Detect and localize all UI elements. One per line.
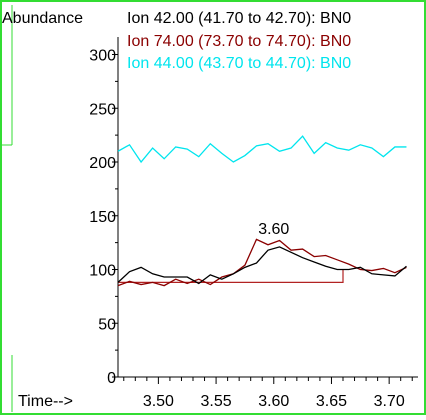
peak-label: 3.60	[258, 221, 289, 238]
x-tick-label-1: 3.55	[201, 393, 232, 410]
legend-entry-2: Ion 44.00 (43.70 to 44.70): BN0	[127, 55, 351, 72]
y-tick-label-0: 0	[107, 370, 116, 387]
axes-group: 0 50 100 150 200 250 300 3.50 3.55 3.60 3.65 3.70	[89, 37, 418, 410]
legend-entry-0: Ion 42.00 (41.70 to 42.70): BN0	[127, 10, 351, 27]
x-tick-label-2: 3.60	[258, 393, 289, 410]
series-line-1	[117, 238, 407, 287]
legend-entry-1: Ion 74.00 (73.70 to 74.70): BN0	[127, 33, 351, 50]
y-tick-label-6: 300	[89, 48, 116, 65]
plot-group: 3.60	[117, 135, 407, 287]
y-tick-label-3: 150	[89, 209, 116, 226]
y-axis-label: Abundance	[2, 10, 83, 27]
y-tick-label-2: 100	[89, 263, 116, 280]
legend: Ion 42.00 (41.70 to 42.70): BN0 Ion 74.00…	[127, 10, 351, 72]
x-tick-label-0: 3.50	[143, 393, 174, 410]
y-tick-label-4: 200	[89, 155, 116, 172]
series-line-2	[117, 135, 407, 164]
series-line-0	[117, 246, 407, 285]
integration-baseline	[118, 269, 344, 283]
x-axis-label: Time-->	[18, 393, 73, 410]
y-tick-label-1: 50	[98, 316, 116, 333]
x-tick-label-4: 3.70	[374, 393, 405, 410]
x-tick-label-3: 3.65	[316, 393, 347, 410]
y-tick-label-5: 250	[89, 101, 116, 118]
